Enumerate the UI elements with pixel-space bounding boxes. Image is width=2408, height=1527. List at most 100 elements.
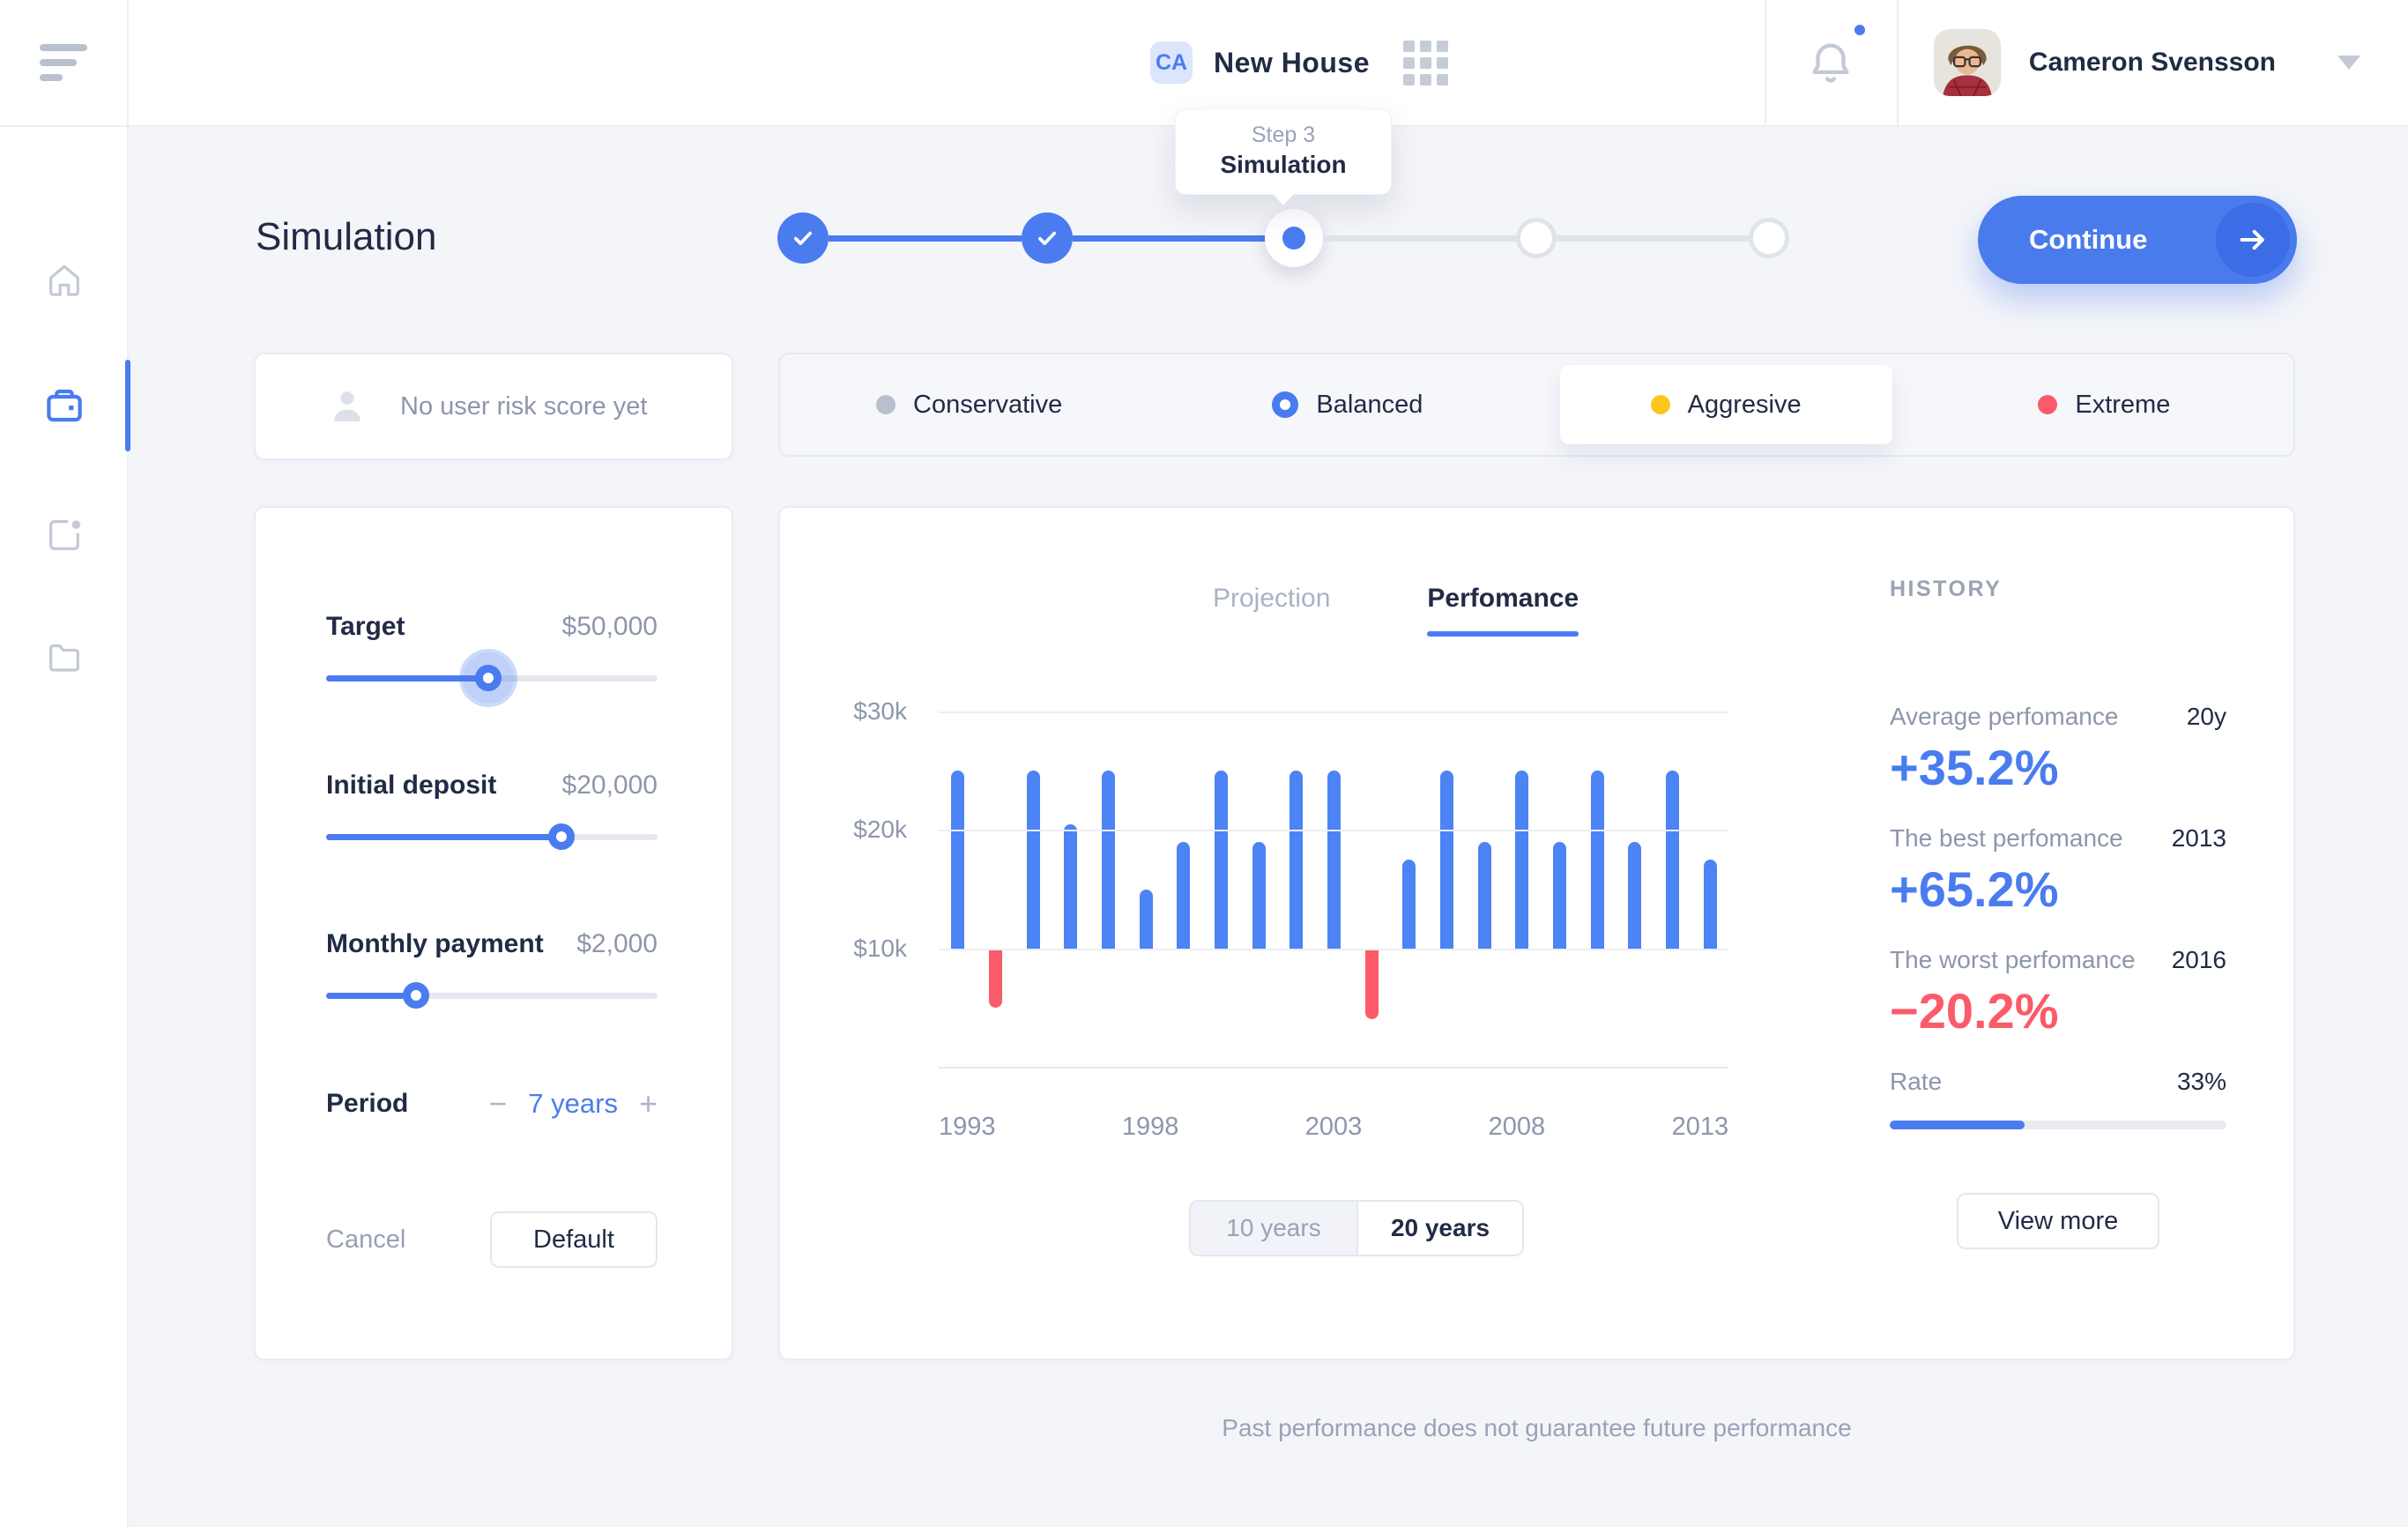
stepper-step-5-upcoming[interactable] xyxy=(1749,218,1789,258)
slider-handle[interactable] xyxy=(547,823,575,850)
stepper-segment xyxy=(1556,235,1749,242)
risk-score-empty-label: No user risk score yet xyxy=(400,391,648,421)
bar-2008 xyxy=(1515,771,1529,949)
risk-option-aggressive-wrap: Aggresive xyxy=(1537,354,1915,455)
gridline-$30k xyxy=(939,711,1728,713)
sidebar-item-home[interactable] xyxy=(0,232,129,329)
user-name[interactable]: Cameron Svensson xyxy=(2028,48,2276,77)
period-field: Period − 7 years + xyxy=(326,1084,658,1123)
notifications-button[interactable] xyxy=(1805,25,1865,90)
bar-1996 xyxy=(1064,823,1078,949)
continue-button[interactable]: Continue xyxy=(1978,196,2297,284)
target-slider[interactable] xyxy=(326,665,658,691)
initial-deposit-value: $20,000 xyxy=(561,771,658,800)
stepper-step-4-upcoming[interactable] xyxy=(1515,218,1557,258)
topbar: CA New House Cameron Svensson xyxy=(0,0,2408,127)
history-row-meta: 2016 xyxy=(2171,946,2226,973)
initial-deposit-label: Initial deposit xyxy=(326,771,497,800)
cancel-button[interactable]: Cancel xyxy=(326,1225,406,1254)
stepper-segment xyxy=(829,235,1022,242)
risk-option-balanced[interactable]: Balanced xyxy=(1158,354,1536,455)
bar-slot-1998 xyxy=(1126,711,1164,1067)
slider-track[interactable] xyxy=(326,993,658,999)
history-row-value: +35.2% xyxy=(1890,740,2059,795)
continue-label: Continue xyxy=(2029,224,2148,255)
tab-projection[interactable]: Projection xyxy=(1213,584,1331,613)
avatar[interactable] xyxy=(1933,29,2001,96)
sidebar-item-files[interactable] xyxy=(0,608,129,705)
project-badge[interactable]: CA xyxy=(1150,41,1193,84)
x-axis-label-empty xyxy=(1394,1113,1425,1142)
project-name[interactable]: New House xyxy=(1214,46,1370,78)
stepper-step-3-current[interactable] xyxy=(1265,209,1323,267)
history-average: Average perfomance 20y +35.2% xyxy=(1890,703,2226,798)
risk-option-aggressive[interactable]: Aggresive xyxy=(1559,365,1892,444)
x-axis-label-empty xyxy=(1425,1113,1457,1142)
x-axis-label-1993: 1993 xyxy=(939,1113,996,1141)
rate-label: Rate xyxy=(1890,1068,1943,1095)
monthly-payment-value: $2,000 xyxy=(576,929,658,958)
x-axis-label-empty xyxy=(1457,1113,1489,1142)
main-content: Simulation Continue No user risk score y… xyxy=(129,127,2408,1527)
history-row-label: Average perfomance xyxy=(1890,703,2119,730)
bar-2011 xyxy=(1628,841,1642,949)
bar-slot-2001 xyxy=(1239,711,1277,1067)
stepper-step-2-done[interactable] xyxy=(1021,212,1073,264)
bar-slot-2011 xyxy=(1616,711,1654,1067)
range-toggle: 10 years 20 years xyxy=(1189,1200,1524,1256)
bell-icon xyxy=(1812,43,1849,83)
minus-icon[interactable]: − xyxy=(488,1085,508,1121)
slider-handle[interactable] xyxy=(475,665,502,691)
view-more-button[interactable]: View more xyxy=(1957,1193,2159,1249)
settings-actions: Cancel Default xyxy=(326,1211,658,1268)
sidebar-item-portfolio-active[interactable] xyxy=(0,357,130,454)
history-row-value: +65.2% xyxy=(1890,861,2059,917)
hamburger-icon[interactable] xyxy=(40,44,87,81)
bar-slot-2013 xyxy=(1691,711,1728,1067)
x-axis-line xyxy=(939,1067,1728,1069)
tab-performance[interactable]: Perfomance xyxy=(1427,584,1579,637)
initial-deposit-field: Initial deposit $20,000 xyxy=(326,771,658,850)
bar-slot-2002 xyxy=(1277,711,1315,1067)
radio-selected-icon xyxy=(1272,391,1299,418)
bar-slot-1993 xyxy=(939,711,977,1067)
slider-fill xyxy=(326,834,561,840)
apps-grid-icon[interactable] xyxy=(1402,40,1448,86)
toggle-20-years[interactable]: 20 years xyxy=(1356,1202,1522,1255)
x-axis-label-empty xyxy=(1274,1113,1305,1142)
default-button[interactable]: Default xyxy=(490,1211,658,1268)
person-icon xyxy=(334,391,360,421)
risk-option-extreme[interactable]: Extreme xyxy=(1915,354,2293,455)
bar-slot-1999 xyxy=(1164,711,1202,1067)
chevron-down-icon[interactable] xyxy=(2337,56,2360,70)
risk-option-label: Balanced xyxy=(1316,390,1423,419)
target-value: $50,000 xyxy=(561,612,658,641)
slider-handle[interactable] xyxy=(402,982,429,1009)
view-more-label: View more xyxy=(1997,1206,2119,1235)
toggle-10-years[interactable]: 10 years xyxy=(1191,1202,1356,1255)
divider xyxy=(1896,0,1899,125)
bar-2010 xyxy=(1590,771,1604,949)
risk-option-label: Extreme xyxy=(2075,390,2171,419)
home-icon xyxy=(49,264,79,296)
bar-slot-2012 xyxy=(1654,711,1691,1067)
folder-icon xyxy=(49,644,79,672)
gridline-$20k xyxy=(939,830,1728,832)
rate-progress-bar[interactable] xyxy=(1890,1121,2226,1129)
risk-option-label: Aggresive xyxy=(1687,390,1802,419)
plus-icon[interactable]: + xyxy=(638,1085,658,1121)
bar-slot-2007 xyxy=(1465,711,1503,1067)
bar-2004 xyxy=(1364,948,1379,1020)
y-axis-label: $20k xyxy=(853,816,907,844)
initial-deposit-slider[interactable] xyxy=(326,823,658,850)
period-value: 7 years xyxy=(528,1088,618,1119)
stepper-step-1-done[interactable] xyxy=(777,212,829,264)
current-step-dot xyxy=(1282,227,1305,250)
history-title: HISTORY xyxy=(1890,577,2003,601)
bar-1995 xyxy=(1026,771,1040,949)
bar-slot-2000 xyxy=(1202,711,1240,1067)
risk-option-conservative[interactable]: Conservative xyxy=(780,354,1158,455)
project-switcher[interactable]: CA New House xyxy=(1150,0,1448,125)
sidebar-item-projects[interactable] xyxy=(0,487,129,584)
monthly-payment-slider[interactable] xyxy=(326,982,658,1009)
